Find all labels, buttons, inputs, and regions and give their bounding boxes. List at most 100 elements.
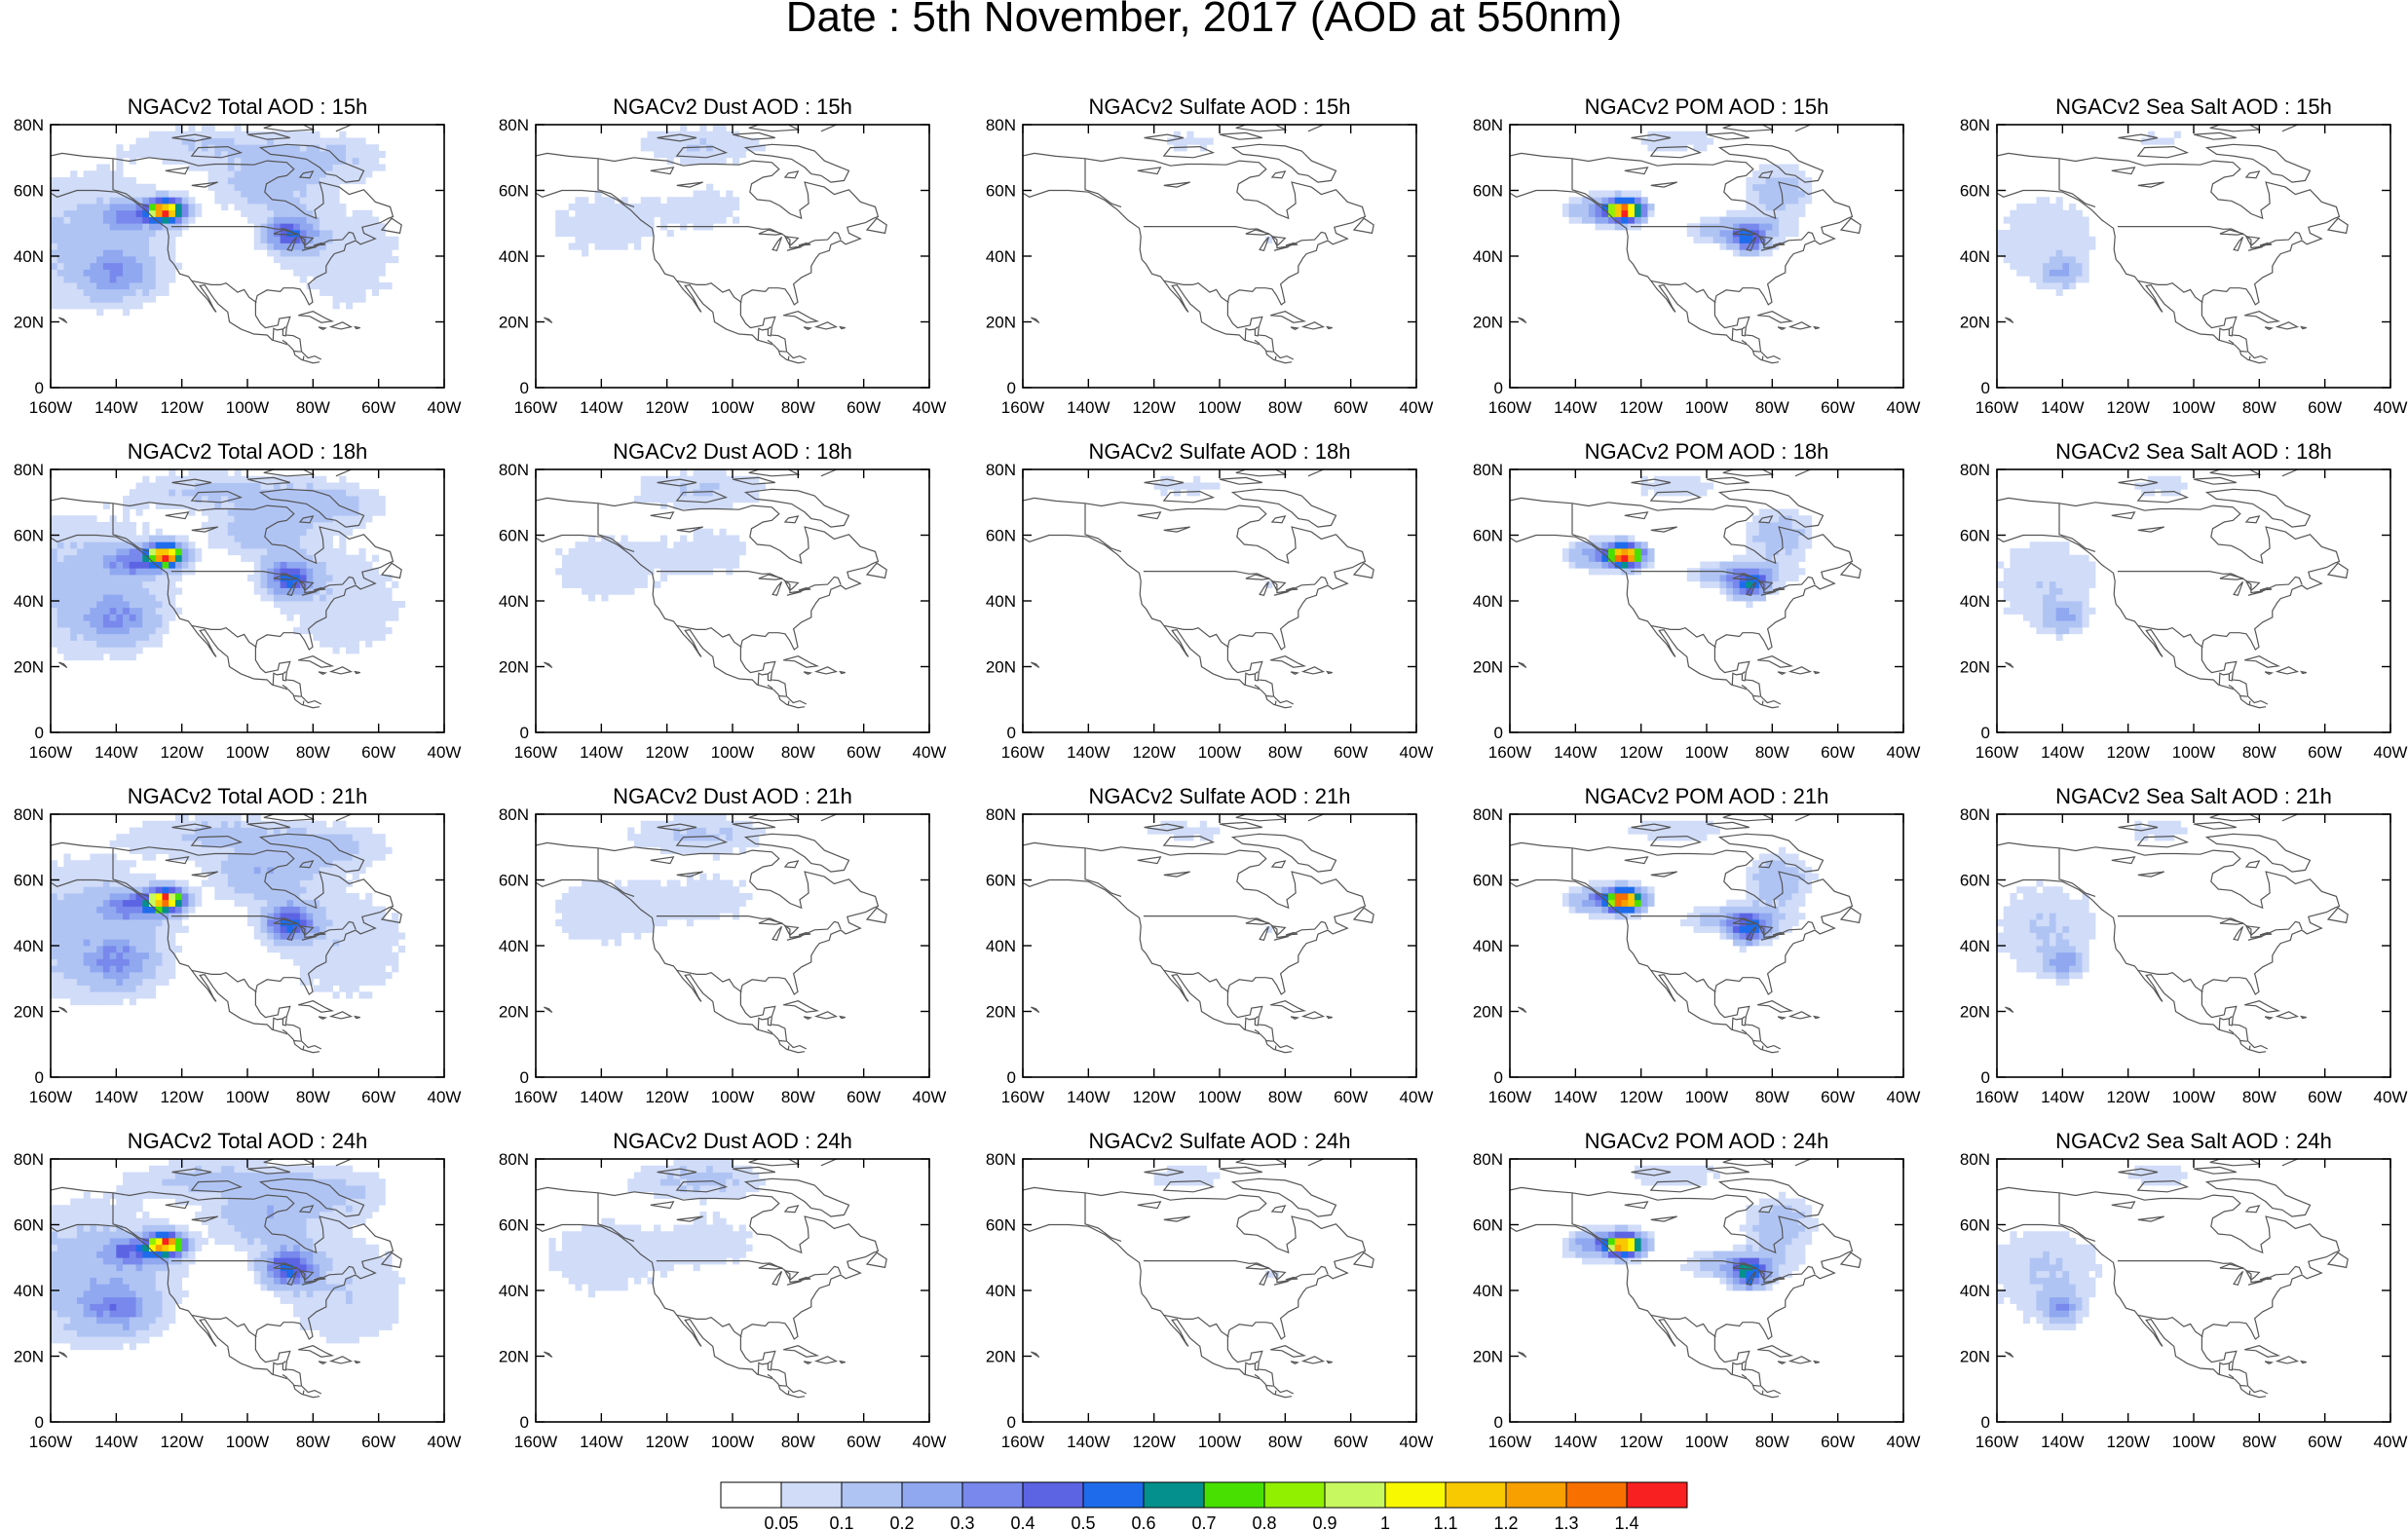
lake-outline <box>298 236 315 247</box>
aod-cell <box>169 157 176 165</box>
aod-cell <box>169 952 176 959</box>
aod-cell <box>267 230 275 238</box>
aod-cell <box>286 561 294 569</box>
aod-cell <box>142 535 150 542</box>
aod-cell <box>1193 137 1201 145</box>
aod-cell <box>286 508 294 516</box>
aod-cell <box>181 893 189 901</box>
aod-cell <box>325 502 333 509</box>
aod-cell <box>2036 575 2044 582</box>
lake-outline <box>1760 246 1776 251</box>
aod-cell <box>582 204 589 211</box>
aod-cell <box>371 223 380 231</box>
aod-cell <box>1726 223 1734 231</box>
aod-cell <box>733 157 740 165</box>
aod-cell <box>313 489 320 497</box>
aod-cell <box>313 157 320 165</box>
aod-cell <box>1660 137 1668 145</box>
aod-cell <box>135 151 143 159</box>
aod-cell <box>371 580 380 588</box>
aod-cell <box>90 873 97 880</box>
aod-cell <box>116 913 124 920</box>
aod-cell <box>135 620 143 628</box>
aod-cell <box>155 502 163 509</box>
aod-cell <box>83 177 91 185</box>
aod-cell <box>116 834 124 841</box>
aod-cell <box>116 594 124 602</box>
aod-cell <box>286 840 294 848</box>
lon-tick-label: 100W <box>2172 743 2215 762</box>
aod-cell <box>162 834 169 841</box>
aod-cell <box>2055 633 2063 641</box>
aod-cell <box>1739 561 1747 569</box>
aod-cell <box>96 998 104 1006</box>
aod-cell <box>680 482 688 490</box>
aod-cell <box>241 170 248 178</box>
aod-cell <box>155 580 163 588</box>
aod-cell <box>155 614 163 621</box>
aod-cell <box>1772 561 1780 569</box>
aod-cell <box>1595 209 1602 217</box>
aod-cell <box>306 972 314 980</box>
aod-cell <box>358 489 366 497</box>
aod-cell <box>346 276 354 283</box>
aod-cell <box>299 223 307 231</box>
lake-outline <box>786 246 802 251</box>
aod-cell <box>1707 230 1714 238</box>
aod-cell <box>712 125 720 132</box>
aod-cell <box>135 899 143 907</box>
aod-cell <box>90 302 97 310</box>
aod-cell <box>51 932 58 940</box>
aod-cell <box>63 925 71 933</box>
aod-cell <box>601 575 609 582</box>
aod-cell <box>181 834 189 841</box>
aod-cell <box>56 991 64 999</box>
aod-cell <box>706 151 714 159</box>
aod-cell <box>63 236 71 243</box>
aod-cell <box>90 893 97 901</box>
coastline-west <box>1510 534 1780 709</box>
aod-cell <box>260 932 268 940</box>
aod-cell <box>129 827 136 835</box>
aod-cell <box>332 860 340 868</box>
aod-cell <box>129 906 136 914</box>
lake-outline <box>676 526 703 533</box>
aod-cell <box>96 594 104 602</box>
aod-cell <box>234 820 242 828</box>
aod-cell <box>320 151 327 159</box>
aod-cell <box>123 594 131 602</box>
aod-cell <box>247 177 255 185</box>
aod-cell <box>1707 580 1714 588</box>
aod-cell <box>2075 249 2083 257</box>
aod-cell <box>234 522 242 530</box>
country-border <box>1274 700 1277 706</box>
aod-cell <box>1732 575 1741 582</box>
aod-cell <box>102 223 110 231</box>
lake-outline <box>1270 236 1287 247</box>
aod-cell <box>1765 209 1773 217</box>
aod-cell <box>306 575 314 582</box>
aod-cell <box>392 256 399 264</box>
aod-cell <box>1779 164 1787 171</box>
aod-cell <box>1758 197 1766 205</box>
aod-cell <box>594 209 602 217</box>
aod-cell <box>155 893 163 901</box>
island-outline <box>2204 488 2312 528</box>
aod-cell <box>587 594 595 602</box>
aod-cell <box>2134 482 2142 490</box>
aod-cell <box>293 899 301 907</box>
aod-cell <box>575 554 583 562</box>
aod-cell <box>346 554 354 562</box>
aod-cell <box>123 939 131 947</box>
aod-cell <box>627 230 635 238</box>
country-border <box>779 694 786 697</box>
aod-cell <box>647 554 655 562</box>
aod-cell <box>719 528 727 536</box>
aod-cell <box>142 607 150 615</box>
aod-cell <box>149 620 157 628</box>
aod-cell <box>90 190 97 198</box>
aod-cell <box>267 925 275 933</box>
aod-cell <box>253 508 261 516</box>
aod-cell <box>90 177 97 185</box>
